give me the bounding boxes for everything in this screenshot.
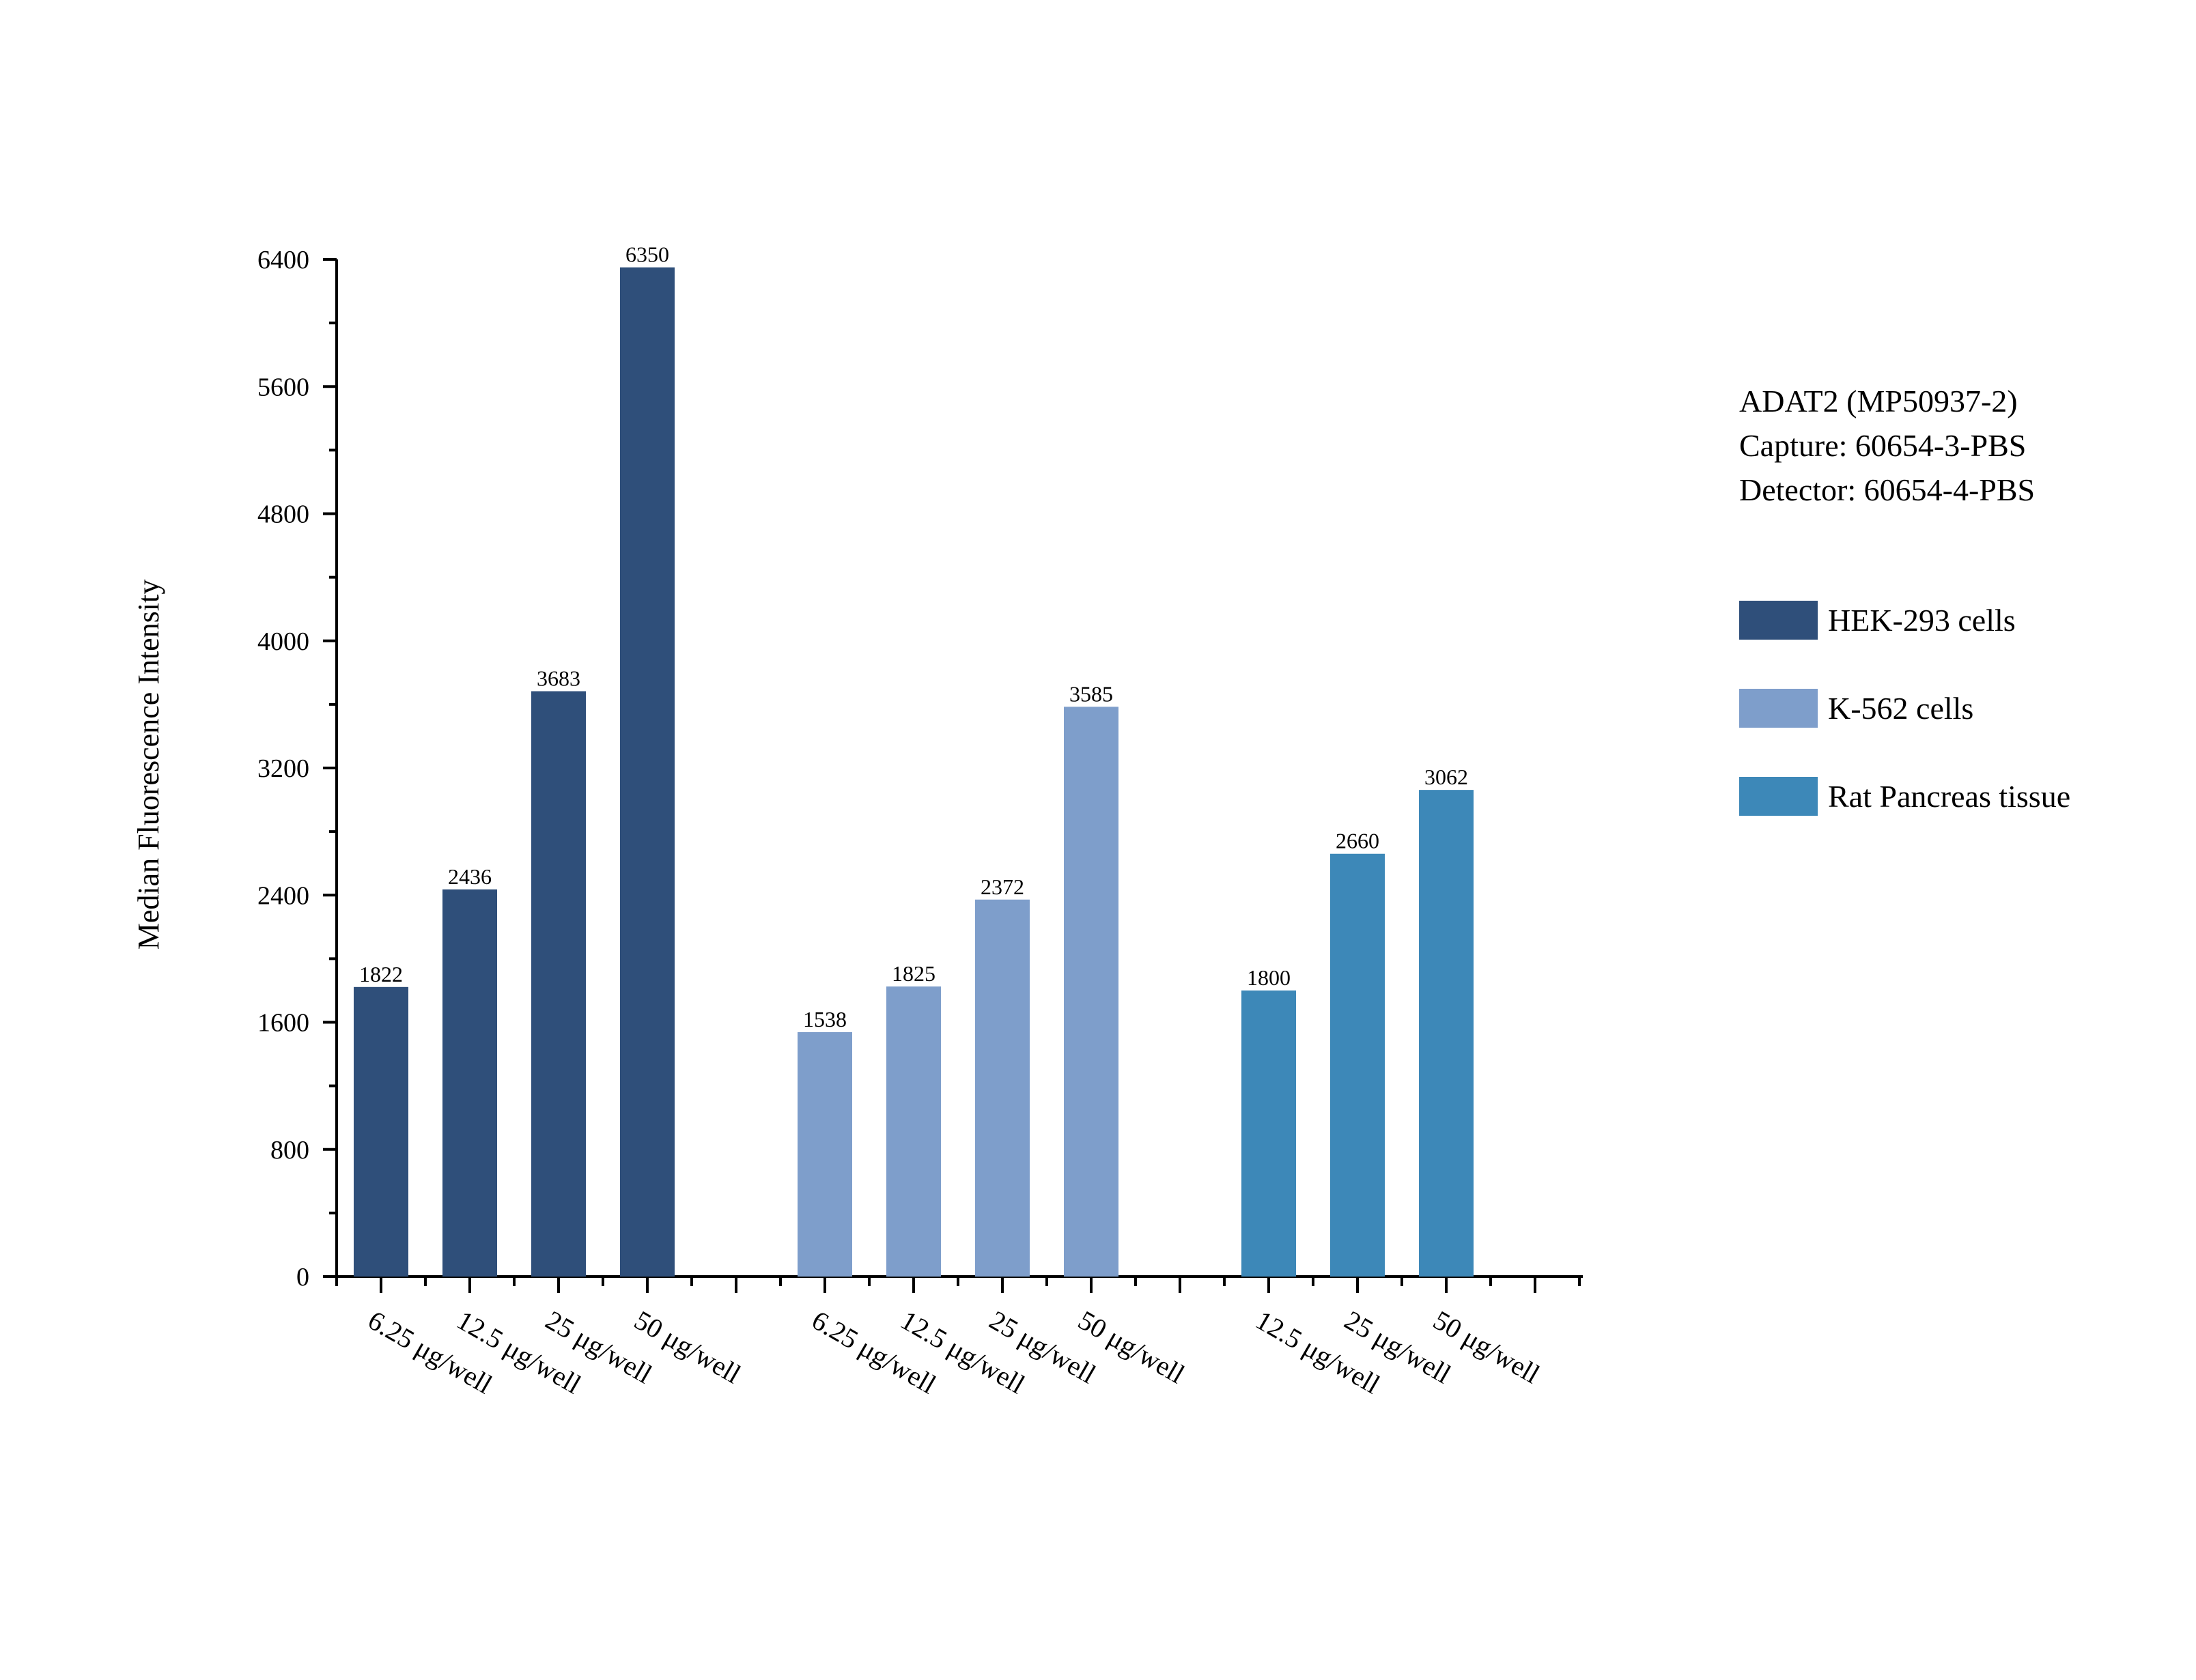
info-block: ADAT2 (MP50937-2) Capture: 60654-3-PBS Det… (1739, 384, 2035, 507)
info-line: Detector: 60654-4-PBS (1739, 472, 2035, 507)
y-tick-label: 5600 (257, 373, 309, 401)
legend-swatch (1739, 777, 1818, 816)
bar-value-label: 1825 (892, 961, 935, 986)
bar (1064, 707, 1118, 1277)
info-line: Capture: 60654-3-PBS (1739, 428, 2026, 463)
bar-value-label: 2660 (1336, 829, 1379, 853)
bar (975, 899, 1030, 1277)
legend: HEK-293 cells K-562 cells Rat Pancreas tis… (1739, 601, 2070, 816)
bar (354, 986, 408, 1277)
y-tick-label: 800 (270, 1136, 309, 1165)
bar (798, 1031, 852, 1277)
y-tick-label: 6400 (257, 246, 309, 274)
bar (1241, 990, 1296, 1277)
bar-value-label: 2372 (981, 874, 1024, 899)
y-tick-label: 4000 (257, 627, 309, 656)
legend-swatch (1739, 689, 1818, 728)
y-tick-label: 0 (296, 1263, 309, 1292)
legend-label: Rat Pancreas tissue (1828, 779, 2070, 814)
bar (620, 267, 675, 1277)
y-tick-label: 3200 (257, 754, 309, 783)
bar (1330, 853, 1385, 1277)
y-tick-label: 2400 (257, 881, 309, 910)
bar-value-label: 1800 (1247, 965, 1291, 990)
bar-value-label: 3683 (537, 666, 580, 691)
bar-value-label: 1538 (803, 1007, 847, 1031)
bar (531, 691, 586, 1277)
bar-value-label: 1822 (359, 962, 403, 986)
bar (442, 889, 497, 1277)
bar (886, 986, 941, 1277)
legend-label: HEK-293 cells (1828, 603, 2016, 638)
info-line: ADAT2 (MP50937-2) (1739, 384, 2018, 418)
bar-value-label: 2436 (448, 864, 492, 889)
bar (1419, 790, 1474, 1277)
bar-value-label: 3062 (1424, 765, 1468, 789)
y-axis-title: Median Fluorescence Intensity (132, 580, 165, 950)
y-tick-label: 1600 (257, 1009, 309, 1038)
y-axis-title-group: Median Fluorescence Intensity (132, 580, 165, 950)
bar-value-label: 6350 (625, 242, 669, 267)
bar-value-label: 3585 (1069, 681, 1113, 706)
y-tick-label: 4800 (257, 500, 309, 529)
legend-label: K-562 cells (1828, 691, 1973, 726)
legend-swatch (1739, 601, 1818, 640)
